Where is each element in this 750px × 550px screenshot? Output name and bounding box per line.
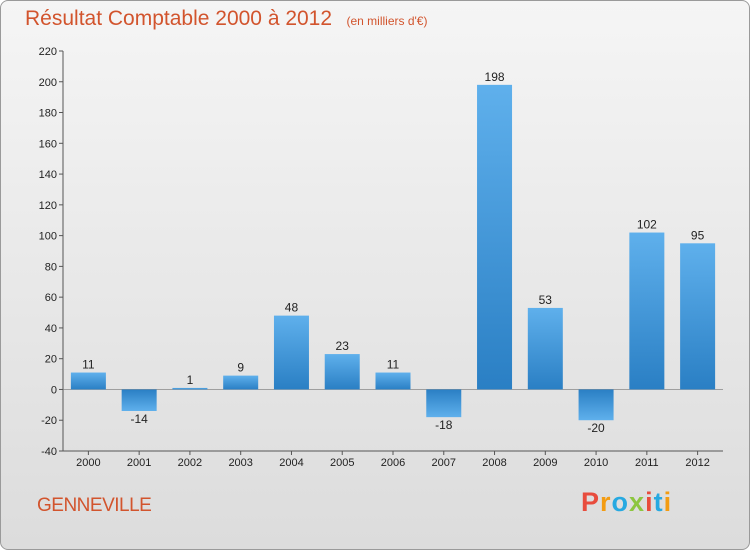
chart-labels: 11 -14 1 9 48 23 11 -18 198 53 -20 102 95 [82, 70, 704, 435]
bar-2007 [426, 389, 462, 418]
logo-letter: o [611, 487, 630, 517]
bar-2000 [70, 372, 106, 390]
y-tick-label: 160 [39, 138, 57, 150]
logo-letter: P [581, 487, 601, 517]
value-label-2004: 48 [285, 301, 299, 315]
y-tick-label: 20 [45, 354, 57, 366]
x-tick-label: 2012 [685, 457, 709, 469]
logo-letter: i [663, 487, 673, 517]
chart-axes: -40 -20 0 20 40 60 80 100 120 140 160 180 200 220 2000… [39, 46, 723, 469]
bar-2002 [172, 387, 208, 390]
x-tick-label: 2011 [635, 457, 659, 469]
bar-2008 [477, 84, 513, 390]
value-label-2003: 9 [237, 361, 244, 375]
value-label-2000: 11 [82, 358, 95, 372]
y-tick-label: -40 [41, 446, 57, 458]
logo-letter: t [653, 487, 664, 517]
title-row: Résultat Comptable 2000 à 2012 (en milli… [25, 7, 427, 31]
x-tick-label: 2001 [127, 457, 151, 469]
value-label-2012: 95 [691, 228, 705, 242]
y-tick-label: 140 [39, 169, 57, 181]
x-tick-label: 2003 [228, 457, 252, 469]
x-tick-label: 2004 [279, 457, 303, 469]
y-tick-label: 220 [39, 46, 57, 58]
value-label-2002: 1 [187, 373, 194, 387]
proxiti-logo: Proxiti [581, 487, 672, 518]
logo-letter: i [645, 487, 654, 517]
y-tick-label: 40 [45, 323, 57, 335]
x-tick-label: 2000 [76, 457, 100, 469]
chart-title: Résultat Comptable 2000 à 2012 [25, 7, 333, 30]
value-label-2011: 102 [637, 218, 657, 232]
value-label-2007: -18 [435, 418, 453, 432]
bar-2012 [680, 243, 716, 390]
y-tick-label: 60 [45, 292, 57, 304]
x-tick-label: 2007 [432, 457, 456, 469]
logo-letter: x [629, 487, 646, 517]
y-tick-label: 200 [39, 77, 57, 89]
logo-letter: r [600, 487, 612, 517]
chart-bars [70, 84, 716, 421]
bar-2005 [324, 354, 360, 390]
y-tick-label: 100 [39, 231, 57, 243]
commune-name: GENNEVILLE [37, 495, 152, 516]
x-tick-label: 2002 [178, 457, 202, 469]
chart-subtitle: (en milliers d'€) [346, 14, 428, 28]
x-tick-label: 2006 [381, 457, 405, 469]
bar-2001 [121, 389, 157, 411]
x-tick-label: 2005 [330, 457, 354, 469]
value-label-2005: 23 [336, 339, 350, 353]
y-tick-label: 120 [39, 200, 57, 212]
value-label-2009: 53 [539, 293, 553, 307]
bar-2010 [578, 389, 614, 421]
bar-2006 [375, 372, 411, 390]
value-label-2010: -20 [587, 421, 605, 435]
y-tick-label: 80 [45, 261, 57, 273]
x-tick-label: 2008 [482, 457, 506, 469]
bar-2011 [629, 232, 665, 390]
y-tick-label: 180 [39, 108, 57, 120]
y-tick-label: -20 [41, 415, 57, 427]
bar-2009 [527, 307, 563, 390]
bar-2004 [273, 315, 309, 390]
value-label-2008: 198 [485, 70, 505, 84]
bar-2003 [223, 375, 259, 390]
y-tick-label: 0 [51, 384, 57, 396]
x-tick-label: 2009 [533, 457, 557, 469]
value-label-2006: 11 [387, 358, 400, 372]
value-label-2001: -14 [130, 412, 148, 426]
x-tick-label: 2010 [584, 457, 608, 469]
